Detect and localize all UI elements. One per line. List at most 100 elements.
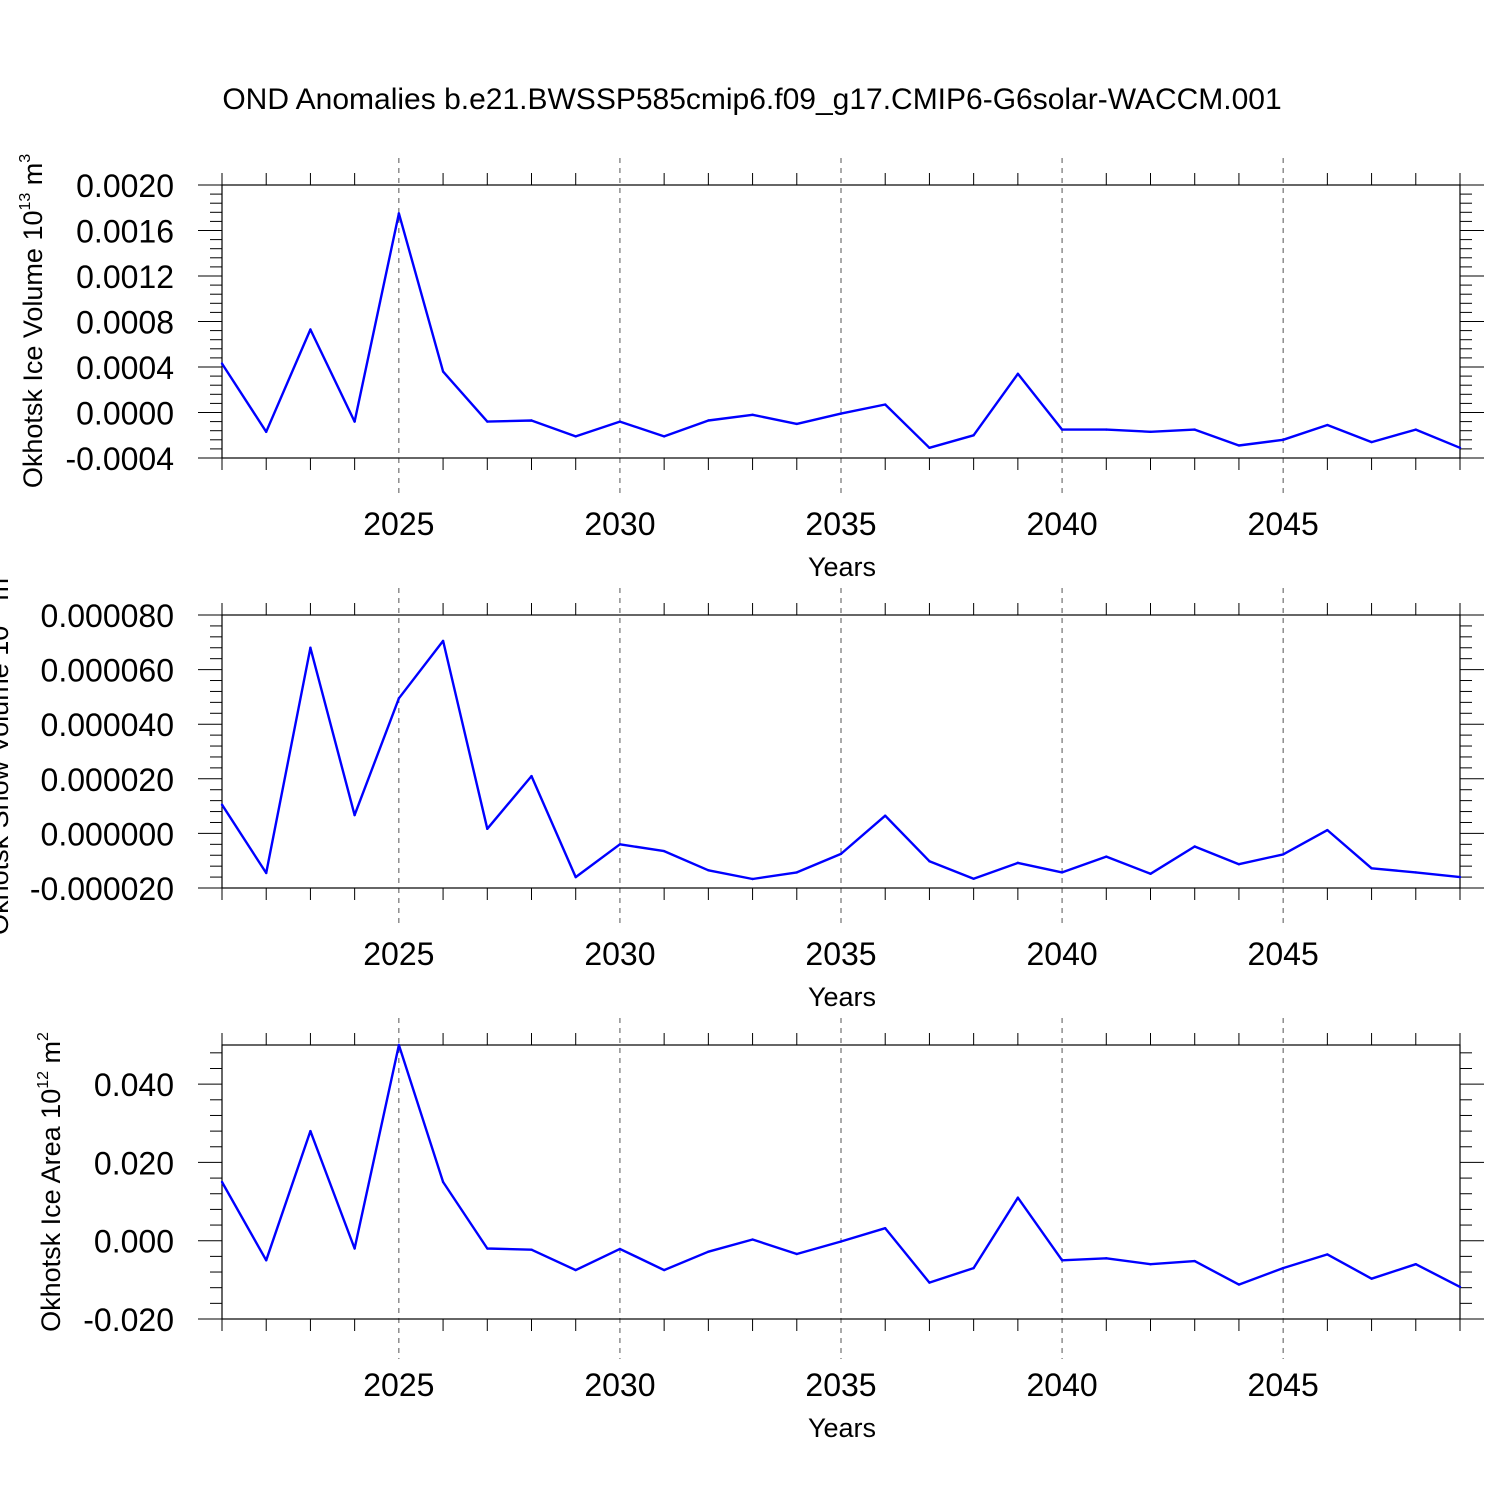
data-point xyxy=(707,869,710,872)
x-tick-label: 2030 xyxy=(584,506,655,542)
data-point xyxy=(1060,428,1064,431)
x-tick-label: 2040 xyxy=(1026,936,1097,972)
data-point xyxy=(1193,428,1196,431)
y-tick-label: -0.020 xyxy=(83,1302,174,1338)
data-point xyxy=(1458,875,1462,879)
y-tick-label: 0.0000 xyxy=(76,396,174,432)
y-axis-label: Okhotsk Ice Area 1012 m2 xyxy=(35,1032,66,1332)
y-axis-label-unit: m xyxy=(18,163,48,193)
data-point xyxy=(1414,1263,1417,1266)
y-tick-label: 0.020 xyxy=(94,1145,174,1181)
data-point xyxy=(751,1238,754,1241)
data-point xyxy=(795,422,798,426)
data-point xyxy=(884,1226,887,1230)
y-tick-label: 0.000 xyxy=(94,1224,174,1260)
data-point xyxy=(751,413,754,416)
data-point xyxy=(1149,872,1152,876)
y-axis-label-unit: m xyxy=(36,1041,66,1071)
figure-title: OND Anomalies b.e21.BWSSP585cmip6.f09_g1… xyxy=(222,83,1281,116)
data-point xyxy=(441,639,445,643)
y-tick-label: 0.000020 xyxy=(41,762,174,798)
data-point xyxy=(795,1252,798,1256)
x-tick-label: 2035 xyxy=(805,936,876,972)
data-point xyxy=(928,860,931,863)
data-point xyxy=(972,1266,975,1270)
data-point xyxy=(574,875,577,879)
data-point xyxy=(972,434,975,437)
data-point xyxy=(353,1247,356,1250)
data-point xyxy=(1060,1259,1064,1262)
data-point xyxy=(1016,372,1020,376)
data-point xyxy=(884,814,887,817)
data-point xyxy=(751,877,754,881)
data-point xyxy=(1370,1277,1373,1280)
data-point xyxy=(486,420,489,423)
data-point xyxy=(1016,861,1020,865)
data-point xyxy=(618,1247,622,1251)
x-axis-label: Years xyxy=(808,552,876,582)
y-axis-label-exp: 12 xyxy=(35,1071,52,1089)
x-axis-label: Years xyxy=(808,982,876,1012)
data-point xyxy=(1414,871,1417,874)
data-point xyxy=(1193,1259,1196,1263)
y-tick-label: 0.0008 xyxy=(76,305,174,341)
y-tick-label: 0.000040 xyxy=(41,707,174,743)
data-point xyxy=(618,420,622,423)
data-point xyxy=(707,419,710,422)
y-axis-label-exp: 13 xyxy=(17,193,34,211)
y-axis-label-base: Okhotsk Ice Area 10 xyxy=(36,1089,66,1332)
data-point xyxy=(353,420,356,423)
y-tick-label: -0.000020 xyxy=(30,871,174,907)
y-axis-label-base: Okhotsk Ice Volume 10 xyxy=(18,211,48,489)
data-point xyxy=(397,212,401,215)
x-tick-label: 2030 xyxy=(584,1367,655,1403)
data-point xyxy=(530,1248,533,1251)
y-tick-label: 0.000060 xyxy=(41,653,174,689)
data-point xyxy=(618,843,622,846)
y-tick-label: 0.0012 xyxy=(76,259,174,295)
data-point xyxy=(1326,1253,1329,1256)
data-point xyxy=(1237,863,1241,866)
data-point xyxy=(1149,430,1152,434)
data-point xyxy=(839,412,843,415)
x-axis-label: Years xyxy=(808,1413,876,1443)
data-point xyxy=(309,646,312,649)
data-point xyxy=(265,871,268,875)
y-axis-label: Okhotsk Snow Volume 1013 m3 xyxy=(0,569,14,935)
data-point xyxy=(486,1247,489,1250)
x-tick-label: 2030 xyxy=(584,936,655,972)
data-point xyxy=(220,803,224,806)
x-tick-label: 2045 xyxy=(1248,506,1319,542)
data-point xyxy=(1458,1285,1462,1289)
data-point xyxy=(1326,423,1329,427)
x-tick-label: 2025 xyxy=(363,1367,434,1403)
data-point xyxy=(574,1268,577,1272)
data-point xyxy=(1016,1196,1020,1199)
data-point xyxy=(353,813,356,817)
data-point xyxy=(707,1250,710,1253)
data-point xyxy=(1414,428,1417,431)
y-axis-label: Okhotsk Ice Volume 1013 m3 xyxy=(17,154,48,488)
data-point xyxy=(1060,871,1064,874)
data-point xyxy=(1193,845,1196,848)
data-point xyxy=(220,362,224,365)
y-axis-label-unit-exp: 2 xyxy=(35,1032,52,1041)
x-tick-label: 2025 xyxy=(363,936,434,972)
chart-panel-2: -0.000020 0.000000 0.000020 0.000040 0.00006… xyxy=(0,569,1484,1012)
y-tick-label: 0.000080 xyxy=(41,598,174,634)
data-point xyxy=(795,871,798,874)
data-point xyxy=(530,419,533,422)
data-point xyxy=(265,430,268,434)
data-point xyxy=(928,1281,931,1284)
data-point xyxy=(397,1043,401,1047)
data-point xyxy=(441,370,445,373)
data-point xyxy=(662,1268,666,1272)
data-point xyxy=(265,1259,268,1262)
data-point xyxy=(1281,853,1285,856)
data-point xyxy=(1326,828,1329,832)
plot-frame xyxy=(221,614,1461,889)
data-point xyxy=(1370,867,1373,870)
data-point xyxy=(839,1240,843,1243)
data-point xyxy=(1281,438,1285,441)
